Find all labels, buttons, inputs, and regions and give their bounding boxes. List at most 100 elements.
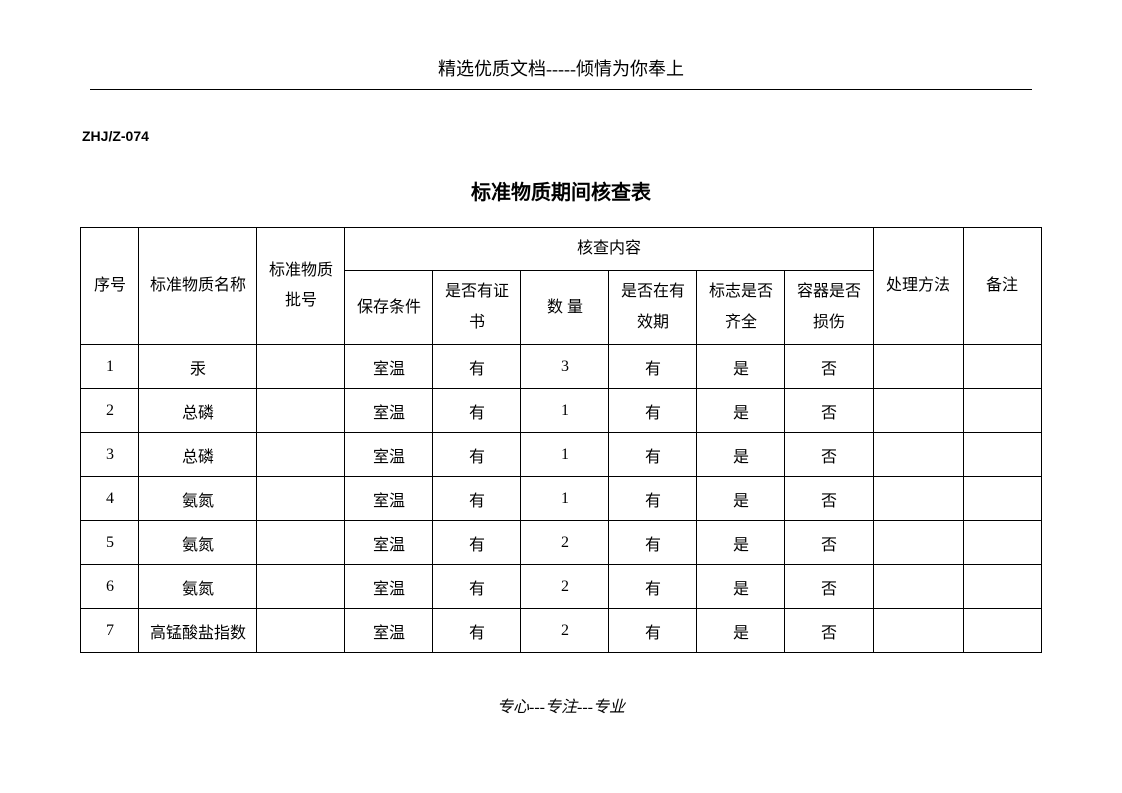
cell-damage: 否 [785, 565, 873, 609]
cell-seq: 3 [81, 433, 139, 477]
cell-name: 氨氮 [139, 521, 257, 565]
cell-storage: 室温 [345, 609, 433, 653]
cell-storage: 室温 [345, 389, 433, 433]
cell-qty: 1 [521, 389, 609, 433]
cell-seq: 6 [81, 565, 139, 609]
cell-storage: 室温 [345, 565, 433, 609]
col-handling: 处理方法 [873, 228, 963, 345]
cell-handling [873, 565, 963, 609]
cell-qty: 1 [521, 477, 609, 521]
document-code: ZHJ/Z-074 [82, 128, 1122, 144]
col-container-damage: 容器是否损伤 [785, 271, 873, 345]
cell-qty: 2 [521, 609, 609, 653]
cell-batch [257, 477, 345, 521]
cell-qty: 3 [521, 345, 609, 389]
cell-label: 是 [697, 477, 785, 521]
cell-damage: 否 [785, 477, 873, 521]
cell-batch [257, 609, 345, 653]
cell-cert: 有 [433, 477, 521, 521]
cell-seq: 7 [81, 609, 139, 653]
cell-cert: 有 [433, 521, 521, 565]
cell-remark [963, 609, 1041, 653]
col-material-name: 标准物质名称 [139, 228, 257, 345]
cell-remark [963, 345, 1041, 389]
cell-handling [873, 521, 963, 565]
cell-label: 是 [697, 389, 785, 433]
cell-storage: 室温 [345, 477, 433, 521]
cell-qty: 1 [521, 433, 609, 477]
cell-batch [257, 433, 345, 477]
cell-seq: 1 [81, 345, 139, 389]
table-row: 7 高锰酸盐指数 室温 有 2 有 是 否 [81, 609, 1041, 653]
cell-label: 是 [697, 433, 785, 477]
cell-handling [873, 433, 963, 477]
cell-handling [873, 345, 963, 389]
cell-cert: 有 [433, 389, 521, 433]
col-seq: 序号 [81, 228, 139, 345]
col-quantity: 数 量 [521, 271, 609, 345]
cell-name: 总磷 [139, 433, 257, 477]
cell-remark [963, 565, 1041, 609]
cell-name: 氨氮 [139, 565, 257, 609]
cell-handling [873, 477, 963, 521]
col-storage-cond: 保存条件 [345, 271, 433, 345]
cell-validity: 有 [609, 345, 697, 389]
cell-batch [257, 565, 345, 609]
cell-seq: 2 [81, 389, 139, 433]
cell-name: 汞 [139, 345, 257, 389]
table-row: 4 氨氮 室温 有 1 有 是 否 [81, 477, 1041, 521]
cell-validity: 有 [609, 477, 697, 521]
cell-damage: 否 [785, 389, 873, 433]
cell-storage: 室温 [345, 345, 433, 389]
checkup-table: 序号 标准物质名称 标准物质批号 核查内容 处理方法 备注 保存条件 是否有证书… [80, 227, 1041, 653]
cell-name: 高锰酸盐指数 [139, 609, 257, 653]
cell-validity: 有 [609, 609, 697, 653]
cell-validity: 有 [609, 389, 697, 433]
cell-cert: 有 [433, 345, 521, 389]
cell-remark [963, 477, 1041, 521]
cell-damage: 否 [785, 609, 873, 653]
cell-label: 是 [697, 609, 785, 653]
cell-batch [257, 389, 345, 433]
cell-label: 是 [697, 521, 785, 565]
cell-qty: 2 [521, 521, 609, 565]
col-remark: 备注 [963, 228, 1041, 345]
table-row: 6 氨氮 室温 有 2 有 是 否 [81, 565, 1041, 609]
col-batch-no: 标准物质批号 [257, 228, 345, 345]
cell-remark [963, 521, 1041, 565]
cell-validity: 有 [609, 565, 697, 609]
cell-seq: 5 [81, 521, 139, 565]
cell-name: 氨氮 [139, 477, 257, 521]
table-row: 5 氨氮 室温 有 2 有 是 否 [81, 521, 1041, 565]
table-row: 2 总磷 室温 有 1 有 是 否 [81, 389, 1041, 433]
cell-name: 总磷 [139, 389, 257, 433]
cell-remark [963, 433, 1041, 477]
cell-damage: 否 [785, 345, 873, 389]
cell-handling [873, 609, 963, 653]
cell-batch [257, 345, 345, 389]
cell-handling [873, 389, 963, 433]
header-divider [90, 89, 1032, 90]
document-title: 标准物质期间核查表 [0, 176, 1122, 205]
col-in-validity: 是否在有效期 [609, 271, 697, 345]
table-row: 1 汞 室温 有 3 有 是 否 [81, 345, 1041, 389]
cell-validity: 有 [609, 521, 697, 565]
page-header: 精选优质文档-----倾情为你奉上 [0, 0, 1122, 89]
col-check-group: 核查内容 [345, 228, 873, 271]
cell-damage: 否 [785, 433, 873, 477]
page-footer: 专心---专注---专业 [0, 693, 1122, 717]
cell-validity: 有 [609, 433, 697, 477]
cell-label: 是 [697, 565, 785, 609]
cell-cert: 有 [433, 609, 521, 653]
table-row: 3 总磷 室温 有 1 有 是 否 [81, 433, 1041, 477]
cell-label: 是 [697, 345, 785, 389]
col-has-cert: 是否有证书 [433, 271, 521, 345]
cell-seq: 4 [81, 477, 139, 521]
cell-cert: 有 [433, 565, 521, 609]
cell-storage: 室温 [345, 521, 433, 565]
cell-damage: 否 [785, 521, 873, 565]
cell-qty: 2 [521, 565, 609, 609]
cell-remark [963, 389, 1041, 433]
table-body: 1 汞 室温 有 3 有 是 否 2 总磷 室温 有 1 有 是 否 3 [81, 345, 1041, 653]
cell-batch [257, 521, 345, 565]
